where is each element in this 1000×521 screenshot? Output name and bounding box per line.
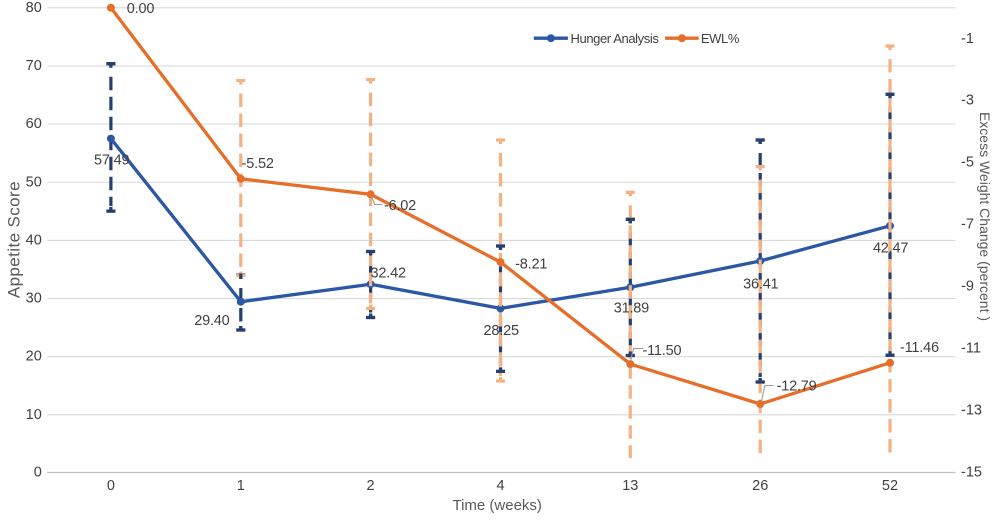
svg-text:36.41: 36.41 (743, 276, 778, 292)
svg-text:70: 70 (26, 58, 42, 74)
svg-text:10: 10 (26, 407, 42, 423)
svg-text:-11: -11 (961, 341, 981, 357)
svg-text:31.89: 31.89 (614, 301, 649, 317)
svg-text:0: 0 (34, 465, 42, 481)
svg-text:20: 20 (26, 349, 42, 365)
svg-text:52: 52 (882, 478, 898, 494)
svg-text:-15: -15 (961, 465, 982, 481)
svg-text:80: 80 (26, 0, 42, 16)
svg-text:-13: -13 (961, 403, 982, 419)
svg-text:40: 40 (26, 232, 42, 248)
svg-text:57.49: 57.49 (94, 153, 129, 169)
svg-text:-3: -3 (961, 93, 974, 109)
svg-text:2: 2 (367, 478, 375, 494)
svg-text:-6.02: -6.02 (384, 198, 416, 214)
svg-text:-1: -1 (961, 31, 974, 47)
svg-text:42.47: 42.47 (873, 241, 908, 257)
svg-text:30: 30 (26, 291, 42, 307)
svg-text:-8.21: -8.21 (515, 256, 547, 272)
svg-text:Time (weeks): Time (weeks) (452, 497, 541, 514)
svg-text:Appetite Score: Appetite Score (5, 181, 24, 298)
svg-text:-9: -9 (961, 279, 974, 295)
svg-text:-12.79: -12.79 (777, 379, 817, 395)
svg-text:-11.46: -11.46 (900, 340, 939, 356)
svg-text:4: 4 (496, 478, 504, 494)
svg-text:EWL%: EWL% (701, 31, 740, 46)
svg-text:13: 13 (622, 478, 638, 494)
svg-text:29.40: 29.40 (194, 313, 229, 329)
svg-text:1: 1 (237, 478, 245, 494)
svg-text:Hunger Analysis: Hunger Analysis (571, 31, 660, 46)
svg-text:0.00: 0.00 (127, 1, 155, 17)
svg-text:Excess Weight Change (percent: Excess Weight Change (percent ) (977, 112, 993, 321)
svg-text:-5: -5 (961, 155, 974, 171)
svg-text:28.25: 28.25 (484, 323, 519, 339)
svg-text:50: 50 (26, 174, 42, 190)
svg-text:-5.52: -5.52 (242, 156, 274, 172)
svg-text:-11.50: -11.50 (642, 343, 681, 359)
svg-text:26: 26 (752, 478, 768, 494)
svg-text:-7: -7 (961, 217, 974, 233)
svg-text:32.42: 32.42 (371, 265, 406, 281)
svg-text:60: 60 (26, 116, 42, 132)
svg-text:0: 0 (107, 478, 115, 494)
